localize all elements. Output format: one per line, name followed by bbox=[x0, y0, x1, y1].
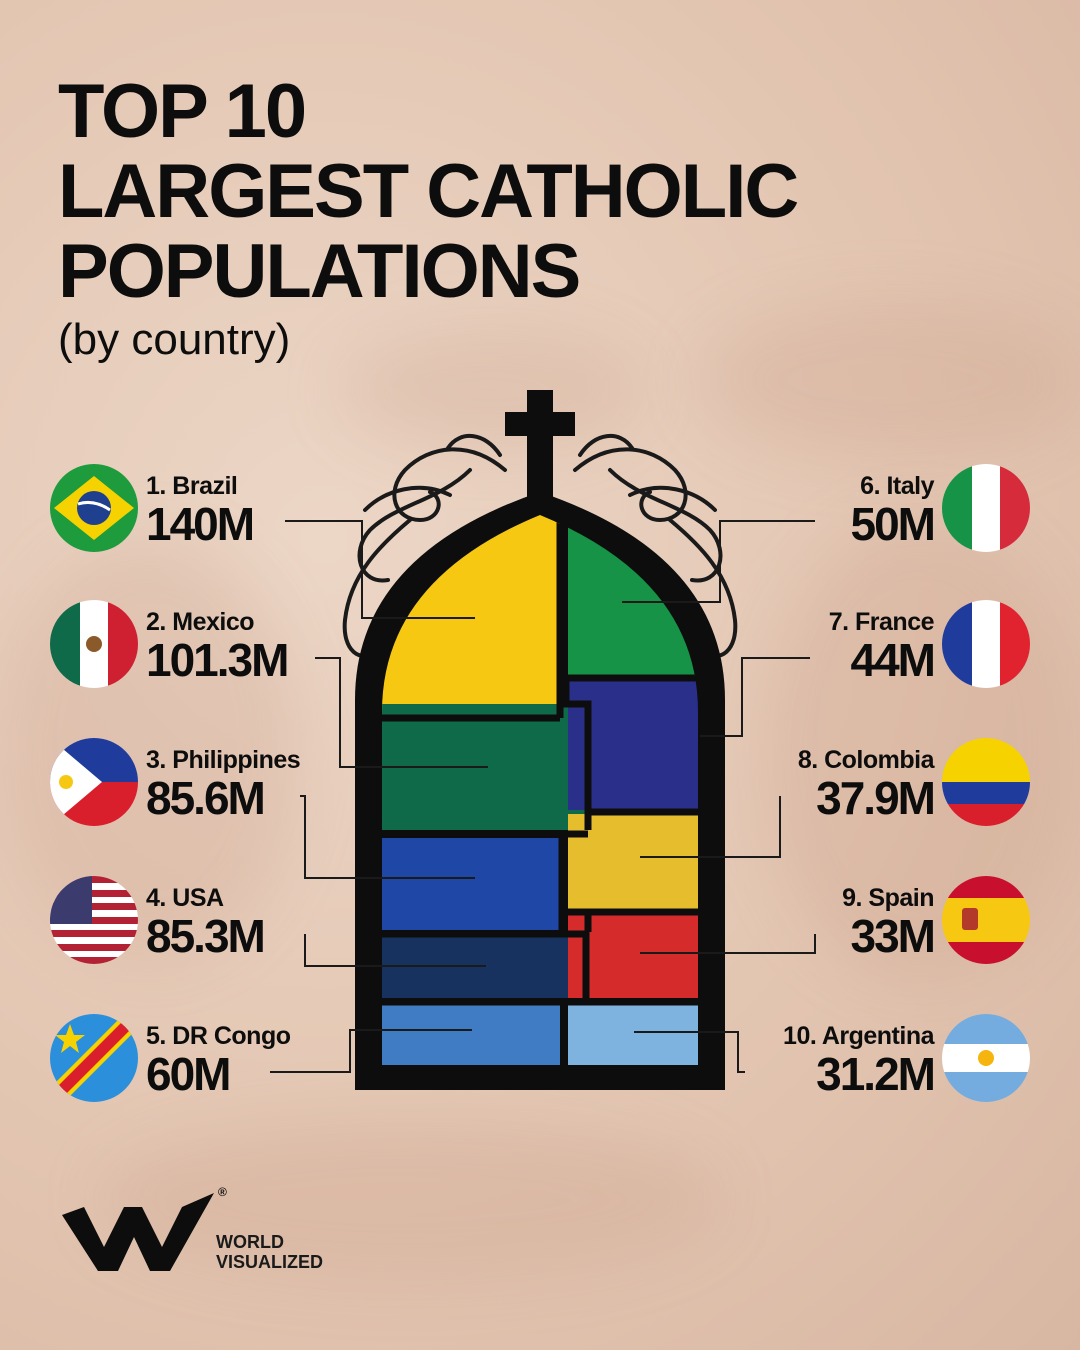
value-label: 33M bbox=[850, 910, 936, 962]
dr-congo-flag-icon bbox=[50, 1014, 138, 1102]
list-item: 3. Philippines 85.6M bbox=[0, 736, 540, 828]
brand-logo: ® bbox=[62, 1185, 232, 1280]
usa-flag-icon bbox=[50, 876, 138, 964]
leader-lines bbox=[270, 520, 816, 1073]
pane-argentina bbox=[568, 1004, 698, 1065]
mexico-flag-icon bbox=[50, 600, 138, 688]
list-item: 2. Mexico 101.3M bbox=[0, 598, 540, 690]
leader-line bbox=[640, 796, 781, 858]
colombia-flag-icon bbox=[942, 738, 1030, 826]
value-label: 37.9M bbox=[816, 772, 936, 824]
france-flag-icon bbox=[942, 600, 1030, 688]
country-label: 3. Philippines bbox=[146, 746, 301, 774]
list-item: 4. USA 85.3M bbox=[0, 874, 540, 966]
italy-flag-icon bbox=[942, 464, 1030, 552]
list-item: 8. Colombia 37.9M bbox=[540, 736, 1080, 828]
philippines-flag-icon bbox=[50, 738, 138, 826]
background-figure bbox=[0, 540, 300, 960]
value-label: 50M bbox=[850, 498, 936, 550]
leader-line bbox=[622, 520, 815, 603]
country-label: 6. Italy bbox=[860, 472, 934, 500]
country-label: 4. USA bbox=[146, 884, 224, 912]
list-item: 9. Spain 33M bbox=[540, 874, 1080, 966]
pane-dr-congo bbox=[382, 1004, 560, 1065]
title-line-1: TOP 10 bbox=[58, 69, 307, 154]
list-item: 1. Brazil 140M bbox=[0, 462, 540, 554]
title-line-2: LARGEST CATHOLIC bbox=[58, 149, 799, 234]
leader-line bbox=[634, 1031, 745, 1073]
value-label: 101.3M bbox=[146, 634, 289, 686]
country-label: 2. Mexico bbox=[146, 608, 255, 636]
country-label: 8. Colombia bbox=[797, 746, 935, 774]
pane-philippines bbox=[382, 838, 562, 930]
country-label: 9. Spain bbox=[842, 884, 934, 912]
leader-line bbox=[640, 934, 816, 954]
title-line-3: POPULATIONS bbox=[58, 229, 581, 314]
value-label: 31.2M bbox=[816, 1048, 936, 1100]
value-label: 85.6M bbox=[146, 772, 266, 824]
leader-line bbox=[315, 657, 488, 768]
list-item: 7. France 44M bbox=[540, 598, 1080, 690]
background-hand bbox=[700, 300, 1080, 460]
argentina-flag-icon bbox=[942, 1014, 1030, 1102]
leader-line bbox=[285, 520, 475, 619]
leader-line bbox=[304, 934, 486, 967]
country-label: 7. France bbox=[828, 608, 935, 636]
value-label: 44M bbox=[850, 634, 936, 686]
subtitle: (by country) bbox=[58, 315, 291, 364]
list-item: 6. Italy 50M bbox=[540, 462, 1080, 554]
value-label: 140M bbox=[146, 498, 255, 550]
country-label: 5. DR Congo bbox=[146, 1022, 291, 1050]
brand-line-2: VISUALIZED bbox=[216, 1252, 324, 1272]
value-label: 85.3M bbox=[146, 910, 266, 962]
leader-line bbox=[700, 657, 810, 737]
leader-line bbox=[300, 795, 475, 879]
title-block: TOP 10 LARGEST CATHOLIC POPULATIONS (by … bbox=[58, 69, 799, 366]
country-label: 1. Brazil bbox=[146, 472, 238, 500]
spain-flag-icon bbox=[942, 876, 1030, 964]
brand-line-1: WORLD bbox=[216, 1232, 284, 1252]
ornament-left bbox=[342, 433, 507, 658]
value-label: 60M bbox=[146, 1048, 231, 1100]
brand-text: WORLD VISUALIZED bbox=[216, 1232, 323, 1272]
list-item: 10. Argentina 31.2M bbox=[540, 1012, 1080, 1104]
country-label: 10. Argentina bbox=[783, 1022, 934, 1050]
world-visualized-logo-icon bbox=[62, 1193, 214, 1271]
background-hand bbox=[340, 330, 640, 450]
registered-mark: ® bbox=[218, 1185, 227, 1199]
leader-line bbox=[270, 1029, 472, 1073]
list-item: 5. DR Congo 60M bbox=[0, 1012, 540, 1104]
brazil-flag-icon bbox=[50, 464, 138, 552]
